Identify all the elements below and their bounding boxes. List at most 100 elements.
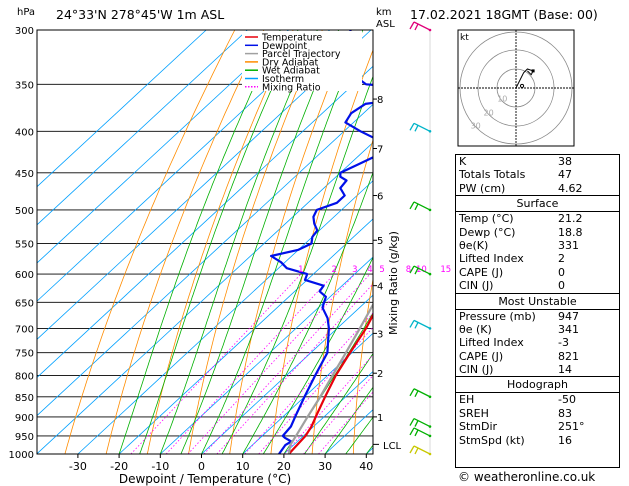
- isotherm-line: [37, 30, 372, 340]
- mixing-ratio-line: [130, 273, 302, 454]
- profile-lines: [270, 30, 373, 454]
- legend-label: Wet Adiabat: [262, 66, 320, 77]
- wind-barb-shaft: [413, 201, 431, 211]
- height-tick-label: 7: [377, 144, 383, 155]
- param-value: 0: [558, 279, 565, 293]
- wet-adiabat-line: [201, 30, 364, 454]
- dry-adiabat-line: [105, 30, 265, 454]
- background-lines: [37, 30, 373, 454]
- wet-adiabat-line: [221, 75, 373, 454]
- hodograph-trace: [515, 68, 534, 89]
- param-label: StmDir: [459, 420, 498, 434]
- location-title: 24°33'N 278°45'W 1m ASL: [56, 7, 224, 22]
- param-value: -3: [558, 336, 569, 350]
- param-row: Lifted Index 2: [456, 252, 619, 265]
- wind-barb-shaft: [413, 319, 431, 329]
- param-label: θe (K): [459, 322, 492, 336]
- dry-adiabat-line: [270, 48, 373, 454]
- mixing-ratio-tick-label: 3: [352, 265, 357, 275]
- isotherm-line: [37, 65, 373, 378]
- param-value: 947: [558, 309, 579, 323]
- isotherm-line: [77, 180, 373, 454]
- param-value: 0: [558, 265, 565, 279]
- param-row: Temp (°C) 21.2: [456, 212, 619, 225]
- legend-label: Temperature: [261, 33, 322, 44]
- wind-barb-shaft: [413, 445, 431, 455]
- legend-label: Parcel Trajectory: [262, 49, 341, 60]
- pressure-tick-label: 850: [15, 393, 34, 404]
- pressure-tick-label: 650: [15, 298, 34, 309]
- isotherm-line: [118, 218, 373, 454]
- param-value: -50: [558, 393, 576, 407]
- param-value: 83: [558, 406, 572, 420]
- hodograph-ring-label: 10: [497, 95, 507, 104]
- indices-panel: K 38 Totals Totals 47 PW (cm) 4.62 Surface Te…: [455, 154, 620, 468]
- x-tick-label: 30: [318, 460, 332, 473]
- wind-barb-shaft: [413, 427, 431, 437]
- dry-adiabat-line: [188, 30, 323, 454]
- wind-barb-flag: [414, 267, 419, 275]
- height-tick-label: 5: [377, 236, 383, 247]
- dry-adiabat-line: [311, 138, 373, 454]
- wind-barb: [409, 21, 432, 32]
- indices-block: K 38 Totals Totals 47 PW (cm) 4.62: [456, 155, 619, 195]
- height-tick-label: 4: [377, 282, 383, 293]
- isotherm-line: [37, 103, 373, 417]
- footer-credit: © weatheronline.co.uk: [458, 470, 596, 484]
- height-tick-label: 1: [377, 413, 383, 424]
- wind-barb-flag: [409, 427, 415, 436]
- pressure-tick-label: 700: [15, 324, 34, 335]
- param-row: SREH 83: [456, 407, 619, 420]
- legend-label: Mixing Ratio: [262, 82, 321, 93]
- pressure-unit-label: hPa: [17, 7, 35, 18]
- wet-adiabat-line: [242, 171, 373, 454]
- param-row: StmSpd (kt) 16: [456, 434, 619, 447]
- wind-barb: [409, 201, 432, 212]
- param-label: CIN (J): [459, 363, 494, 377]
- mixing-ratio-tick-label: 1: [298, 265, 303, 275]
- mixing-ratio-tick-label: 4: [367, 265, 372, 275]
- param-value: 21.2: [558, 212, 583, 226]
- storm-motion-marker: [519, 83, 525, 89]
- isotherm-line: [160, 256, 373, 454]
- legend-label: Isotherm: [262, 74, 304, 85]
- wet-adiabat-line: [159, 30, 318, 454]
- wind-barb: [409, 417, 432, 428]
- plot-border: [36, 29, 374, 455]
- most-unstable-title: Most Unstable: [456, 294, 619, 310]
- mixing-ratio-line: [258, 326, 373, 454]
- hodograph-ring-label: 20: [484, 108, 494, 117]
- wet-adiabat-line: [139, 30, 299, 454]
- wind-barb-flag: [409, 388, 415, 397]
- dewpoint-line: [270, 30, 373, 454]
- param-label: θe(K): [459, 238, 489, 252]
- wind-barb: [409, 445, 432, 456]
- height-unit-km: km: [376, 7, 392, 18]
- wind-barb-base: [428, 452, 432, 456]
- lcl-label: LCL: [383, 441, 402, 452]
- pressure-tick-label: 300: [15, 26, 34, 37]
- hodograph-ring-label: 30: [471, 121, 481, 130]
- x-tick-label: -30: [69, 460, 87, 473]
- height-tick-label: 2: [377, 369, 383, 380]
- wind-barb-base: [428, 434, 432, 438]
- wind-barb-base: [428, 425, 432, 428]
- wind-barb-flag: [409, 445, 415, 454]
- wind-barb-shaft: [413, 388, 431, 398]
- isotherm-line: [37, 30, 331, 302]
- wind-barb-base: [428, 28, 432, 32]
- wind-barb-flag: [414, 447, 419, 455]
- param-row: Lifted Index -3: [456, 336, 619, 349]
- isotherm-line: [37, 30, 289, 264]
- param-label: StmSpd (kt): [459, 433, 525, 447]
- x-tick-label: 20: [277, 460, 291, 473]
- param-row: Pressure (mb) 947: [456, 310, 619, 323]
- wind-barb-flag: [414, 125, 419, 132]
- mixing-ratio-line: [216, 283, 373, 454]
- dry-adiabat-line: [146, 30, 294, 454]
- param-label: CAPE (J): [459, 349, 504, 363]
- param-value: 14: [558, 363, 572, 377]
- param-row: θe(K) 331: [456, 239, 619, 252]
